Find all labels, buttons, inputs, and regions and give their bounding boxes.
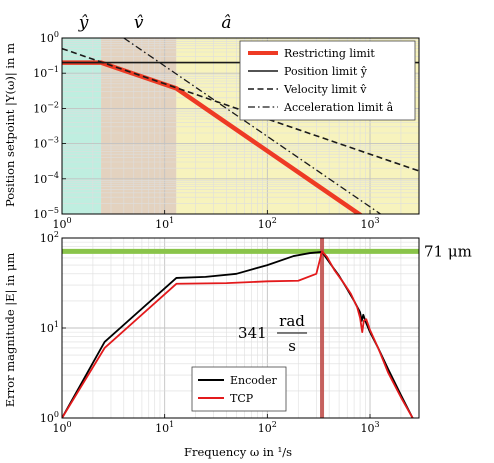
x-tick-label: 102	[258, 420, 277, 435]
y-tick-label: 101	[40, 320, 59, 335]
bottom-ylabel: Error magnitude |E| in μm	[3, 253, 18, 408]
region-label: â	[221, 13, 231, 33]
plot-frame	[61, 37, 420, 215]
region-band	[62, 38, 102, 214]
x-tick-label: 101	[155, 420, 174, 435]
x-tick-label: 101	[155, 216, 174, 231]
x-tick-label: 103	[360, 216, 379, 231]
legend-label: Velocity limit v̂	[283, 83, 367, 96]
series-line	[62, 250, 414, 418]
y-tick-label: 10−2	[33, 100, 59, 115]
region-label: v̂	[134, 13, 144, 33]
top-ylabel: Position setpoint |Y(ω)| in m	[3, 43, 18, 207]
series-line	[123, 38, 382, 214]
legend-label: TCP	[230, 392, 254, 405]
x-tick-label: 100	[52, 420, 71, 435]
y-tick-label: 10−3	[33, 136, 59, 151]
y-tick-label: 10−5	[33, 206, 59, 221]
y-tick-label: 102	[40, 230, 59, 245]
x-tick-label: 103	[360, 420, 379, 435]
legend-label: Acceleration limit â	[283, 101, 394, 114]
legend-label: Restricting limit	[284, 47, 375, 60]
y-tick-label: 100	[40, 30, 59, 45]
series-group	[62, 250, 414, 418]
y-tick-label: 10−1	[33, 65, 59, 80]
threshold-label: 71 μm	[424, 242, 472, 260]
legend: Encoder TCP	[191, 366, 287, 412]
legend: Restricting limit Position limit ŷ Velocit…	[239, 40, 416, 121]
x-tick-label: 100	[52, 216, 71, 231]
legend-label: Encoder	[230, 374, 277, 387]
x-tick-label: 102	[258, 216, 277, 231]
frequency-unit-denominator: s	[288, 337, 296, 355]
top-chart: ŷ v̂ â 100 101 102 103 100 10−1 10−2 10−3 10−4 10−5 R…	[33, 13, 420, 231]
y-tick-label: 100	[40, 410, 59, 425]
frequency-unit-numerator: rad	[279, 312, 305, 330]
legend-label: Position limit ŷ	[284, 65, 368, 78]
bottom-xlabel: Frequency ω in ¹/s	[184, 445, 292, 459]
legend-box	[191, 366, 287, 412]
region-label: ŷ	[78, 13, 89, 33]
series-line	[62, 47, 419, 172]
y-tick-label: 10−4	[33, 171, 59, 186]
frequency-value-label: 341	[238, 324, 267, 342]
